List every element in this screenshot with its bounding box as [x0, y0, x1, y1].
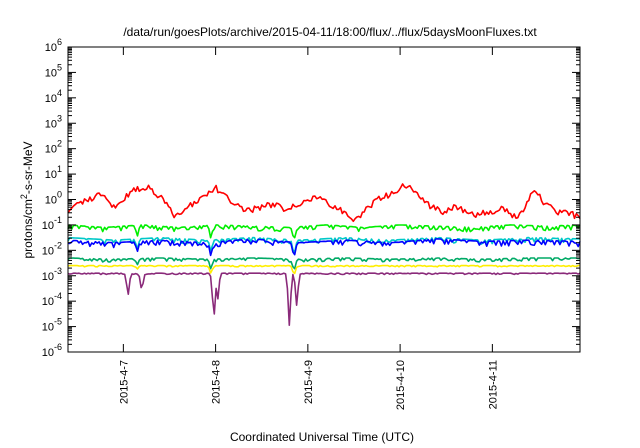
- series-line: [67, 183, 581, 223]
- y-tick-label: 10-1: [42, 215, 62, 232]
- axes-layer: 10-6 10-5 10-4 10-3 10-2 10-1 100 101 102 103 104 1…: [42, 37, 580, 410]
- y-tick-label: 105: [45, 62, 62, 79]
- x-axis-label: Coordinated Universal Time (UTC): [230, 430, 414, 444]
- y-tick-label: 104: [45, 88, 62, 105]
- y-tick-label: 106: [45, 37, 62, 54]
- x-tick-label: 2015-4-11: [487, 360, 499, 409]
- y-tick-label: 10-2: [42, 240, 62, 257]
- y-tick-label: 10-4: [42, 291, 62, 308]
- series-line: [67, 236, 581, 253]
- y-tick-label: 10-5: [42, 317, 62, 334]
- series-layer: [67, 183, 581, 326]
- x-tick-label: 2015-4-10: [395, 360, 407, 410]
- y-tick-label: 102: [45, 139, 62, 156]
- series-line: [67, 272, 581, 326]
- series-line: [67, 257, 581, 270]
- y-tick-label: 100: [45, 190, 62, 207]
- series-line: [67, 224, 581, 239]
- x-tick-label: 2015-4-8: [211, 360, 223, 404]
- x-tick-label: 2015-4-7: [118, 360, 130, 404]
- y-tick-label: 10-6: [42, 342, 62, 359]
- y-tick-label: 101: [45, 164, 62, 181]
- x-tick-label: 2015-4-9: [303, 360, 315, 404]
- y-tick-label: 103: [45, 113, 62, 130]
- y-tick-label: 10-3: [42, 266, 62, 283]
- y-axis-label: protons/cm2-s-sr-MeV: [19, 141, 35, 258]
- series-line: [67, 264, 580, 275]
- series-line: [67, 238, 581, 257]
- plot-frame: [67, 46, 581, 353]
- chart-title: /data/run/goesPlots/archive/2015-04-11/1…: [123, 25, 537, 39]
